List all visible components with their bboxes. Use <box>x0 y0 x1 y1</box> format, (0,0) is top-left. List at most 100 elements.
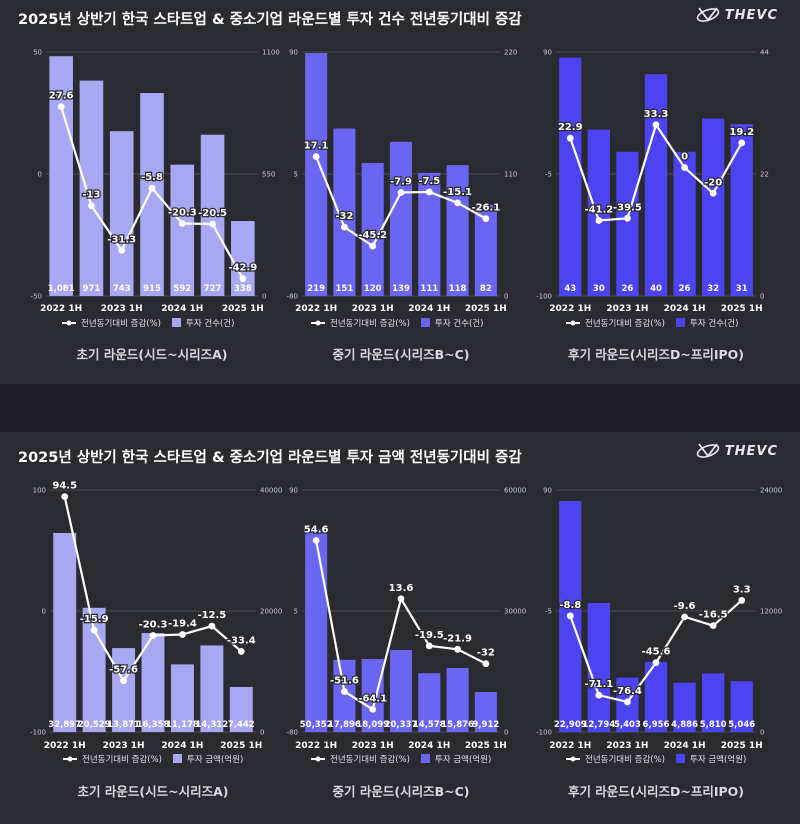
bar-value-label: 727 <box>204 284 222 294</box>
bar-value-label: 592 <box>173 284 191 294</box>
yoy-value-label: -19.4 <box>168 618 197 629</box>
legend-bar-swatch <box>172 318 181 327</box>
legend-line-label: 전년동기대비 증감(%) <box>585 318 665 329</box>
yoy-point <box>425 642 433 650</box>
bar <box>170 664 194 732</box>
x-tick-label: 2025 1H <box>465 741 507 751</box>
yoy-value-label: -12.5 <box>197 610 226 621</box>
bar-value-label: 11,178 <box>166 720 199 730</box>
bar-value-label: 9,912 <box>472 720 499 730</box>
left-axis-tick: 100 <box>33 487 46 495</box>
yoy-point <box>624 698 631 706</box>
bar <box>389 649 413 732</box>
x-tick-label: 2025 1H <box>465 304 507 314</box>
yoy-point <box>454 199 461 207</box>
right-axis-tick: 550 <box>262 171 275 179</box>
bar <box>446 165 469 296</box>
yoy-point <box>482 660 490 668</box>
x-tick-label: 2025 1H <box>721 304 763 314</box>
bar <box>389 141 413 296</box>
bar <box>333 128 356 296</box>
yoy-point <box>738 139 746 147</box>
right-axis-tick: 40000 <box>260 487 282 495</box>
yoy-point <box>90 626 98 634</box>
bar-value-label: 12,794 <box>582 720 615 730</box>
yoy-point <box>120 677 127 685</box>
bar-value-label: 30 <box>593 284 605 294</box>
yoy-point <box>709 622 717 630</box>
legend-line-label: 전년동기대비 증감(%) <box>82 754 162 765</box>
bar-value-label: 743 <box>113 284 131 294</box>
bar-value-label: 32 <box>707 284 719 294</box>
yoy-point <box>738 597 746 604</box>
x-tick-label: 2023 1H <box>606 741 648 751</box>
bar-value-label: 17,896 <box>328 720 361 730</box>
bar-value-label: 7,442 <box>228 720 255 730</box>
yoy-value-label: -20.5 <box>198 208 227 219</box>
thevc-logo: THEVC <box>695 6 778 24</box>
bar-value-label: 18,099 <box>356 720 389 730</box>
yoy-point <box>178 220 186 227</box>
bar <box>673 682 696 732</box>
panel-title-count: 2025년 상반기 한국 스타트업 & 중소기업 라운드별 투자 건수 전년동기… <box>18 12 522 28</box>
bar <box>644 661 668 732</box>
bar-value-label: 20,337 <box>385 720 418 730</box>
left-axis-tick: 50 <box>33 49 42 57</box>
left-axis-tick: 90 <box>543 49 552 57</box>
bar-value-label: 5,046 <box>728 720 755 730</box>
bar-value-label: 16,358 <box>137 720 170 730</box>
yoy-point <box>312 153 320 161</box>
yoy-point <box>454 645 461 653</box>
yoy-value-label: 22.9 <box>558 122 583 133</box>
yoy-value-label: 19.2 <box>729 127 754 138</box>
x-tick-label: 2025 1H <box>220 741 262 751</box>
yoy-value-label: -71.1 <box>584 679 613 690</box>
chart-subtitle: 후기 라운드(시리즈D~프리IPO) <box>568 347 744 362</box>
yoy-value-label: -39.5 <box>613 202 642 213</box>
bar-value-label: 15,876 <box>441 720 474 730</box>
thevc-logo-icon <box>696 7 720 22</box>
yoy-value-label: -45.6 <box>642 647 671 658</box>
left-axis-tick: -100 <box>536 293 552 301</box>
legend-bar-label: 투자 건수(건) <box>690 318 738 329</box>
bar <box>79 80 104 296</box>
legend-bar-swatch <box>421 318 430 327</box>
right-axis-tick: 0 <box>504 293 508 301</box>
panel-divider <box>0 384 800 432</box>
yoy-point <box>397 189 405 196</box>
legend-bar-swatch <box>676 754 685 763</box>
yoy-point <box>595 691 603 699</box>
yoy-point <box>61 493 69 501</box>
bar <box>305 53 328 296</box>
bar-value-label: 6,956 <box>643 720 670 730</box>
yoy-point <box>681 164 688 171</box>
bar <box>231 221 255 296</box>
bar <box>587 602 610 732</box>
bar <box>305 528 328 732</box>
bar <box>361 659 384 732</box>
legend-bar-label: 투자 금액(억원) <box>187 754 243 765</box>
bar-value-label: 22,909 <box>554 720 587 730</box>
bar <box>361 162 384 296</box>
bar-value-label: 338 <box>234 284 252 294</box>
yoy-point <box>237 648 245 655</box>
yoy-point <box>482 215 490 223</box>
yoy-value-label: -20.3 <box>168 208 197 219</box>
bar <box>702 673 725 732</box>
legend-bar-label: 투자 건수(건) <box>186 318 234 329</box>
yoy-point <box>208 622 216 630</box>
yoy-point <box>369 705 377 713</box>
right-axis-tick: 0 <box>260 729 264 737</box>
bar-value-label: 151 <box>336 284 354 294</box>
left-axis-tick: 5 <box>294 608 298 616</box>
bar-value-label: 50,352 <box>300 720 333 730</box>
yoy-point <box>652 121 660 129</box>
thevc-logo-icon <box>696 443 720 458</box>
bar <box>418 673 441 732</box>
bar-value-label: 14,578 <box>413 720 446 730</box>
x-tick-label: 2023 1H <box>606 304 648 314</box>
chart-2: 90 5 -80 220 110 0 219 151 120 139 111 118 82 17.1 -32… <box>287 49 518 363</box>
x-tick-label: 2025 1H <box>222 304 264 314</box>
yoy-value-label: -9.6 <box>674 601 696 612</box>
